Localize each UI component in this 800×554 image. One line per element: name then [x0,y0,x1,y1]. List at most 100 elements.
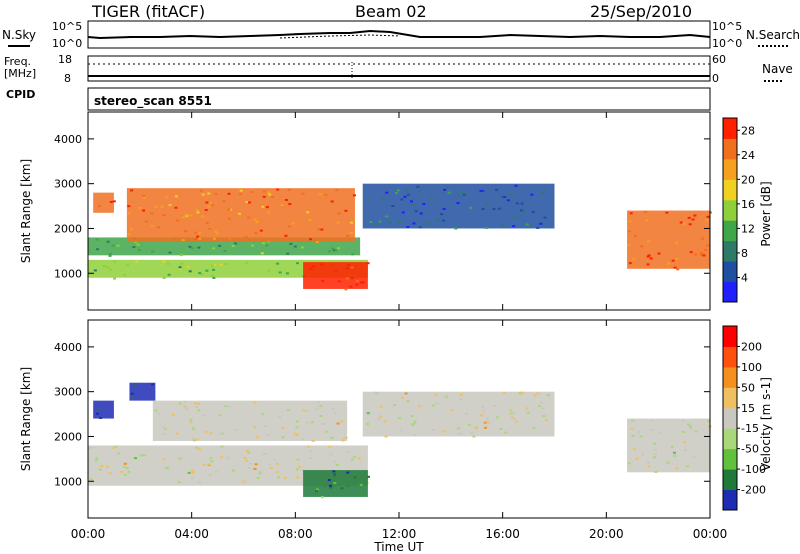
echo-speck [154,205,158,208]
echo-speck [683,448,687,451]
freq-panel [87,55,711,82]
power-ylabel: Slant Range [km] [19,159,33,263]
echo-speck [410,414,414,417]
echo-speck [706,215,710,218]
echo-speck [265,244,269,247]
echo-speck [319,414,323,417]
echo-speck [237,212,241,215]
echo-speck [653,448,657,451]
echo-speck [205,201,209,204]
echo-speck [215,232,219,235]
echo-speck [262,190,266,193]
echo-speck [509,412,513,415]
colorbar-tick-label: 8 [741,247,748,260]
echo-speck [113,277,117,280]
echo-speck [689,427,693,430]
echo-speck [419,212,423,215]
echo-speck [254,231,258,234]
echo-speck [536,226,540,229]
echo-speck [202,463,206,466]
echo-speck [377,418,381,421]
echo-speck [138,207,142,210]
echo-speck [200,273,204,276]
echo-speck [450,409,454,412]
echo-speck [383,420,387,423]
echo-speck [283,476,287,479]
power-colorbar: 4 8 12 16 20 24 28 [722,117,755,303]
echo-speck [195,406,199,409]
echo-speck [510,416,514,419]
echo-speck [432,404,436,407]
echo-speck [406,226,410,229]
echo-speck [332,249,336,252]
echo-speck [189,418,193,421]
echo-speck [187,471,191,474]
echo-speck [201,215,205,218]
echo-speck [123,465,127,468]
echo-speck [379,405,383,408]
echo-speck [479,414,483,417]
echo-speck [675,257,679,260]
noise-right-tick-bottom: 10^0 [712,37,743,50]
echo-speck [262,195,266,198]
echo-speck [398,417,402,420]
y-tick-label: 3000 [54,386,82,399]
echo-speck [267,269,271,272]
echo-speck [396,189,400,192]
echo-speck [346,450,350,453]
echo-speck [632,258,636,261]
echo-speck [205,269,209,272]
echo-speck [311,265,315,268]
echo-speck [460,393,464,396]
echo-speck [336,221,340,224]
echo-speck [108,254,112,257]
echo-speck [190,247,194,250]
nave-tick-top: 60 [712,53,726,66]
freq-tick-bottom: 8 [64,72,71,85]
echo-speck [337,212,341,215]
velocity-colorbar-label: Velocity [m s-1] [759,377,773,471]
echo-speck [430,196,434,199]
echo-speck [219,264,223,267]
nave-tick-bottom: 0 [712,72,719,85]
echo-speck [136,243,140,246]
echo-speck [261,205,265,208]
echo-speck [394,192,398,195]
echo-speck [220,456,224,459]
echo-speck [287,225,291,228]
echo-speck [333,482,337,485]
echo-speck [492,405,496,408]
freq-tick-top: 18 [58,53,72,66]
echo-speck [519,393,523,396]
echo-speck [265,206,269,209]
echo-speck [295,434,299,437]
echo-speck [239,189,243,192]
echo-speck [207,205,211,208]
colorbar-segment [723,240,737,262]
echo-speck [105,465,109,468]
echo-speck [248,201,252,204]
echo-speck [220,445,224,448]
echo-speck [94,459,98,462]
echo-speck [629,212,633,215]
echo-speck [185,214,189,217]
echo-speck [632,448,636,451]
echo-speck [318,193,322,196]
echo-speck [196,211,200,214]
echo-speck [366,422,370,425]
echo-speck [253,467,257,470]
x-tick-label: 00:00 [71,527,106,541]
echo-speck [185,407,189,410]
y-tick-label: 1000 [54,267,82,280]
echo-speck [481,405,485,408]
echo-speck [700,252,704,255]
echo-speck [367,199,371,202]
noise-sky-line [87,29,711,40]
y-tick-label: 1000 [54,475,82,488]
echo-speck [418,405,422,408]
echo-speck [416,185,420,188]
echo-speck [521,391,525,394]
echo-speck [636,431,640,434]
echo-speck [673,266,677,269]
echo-speck [704,248,708,251]
